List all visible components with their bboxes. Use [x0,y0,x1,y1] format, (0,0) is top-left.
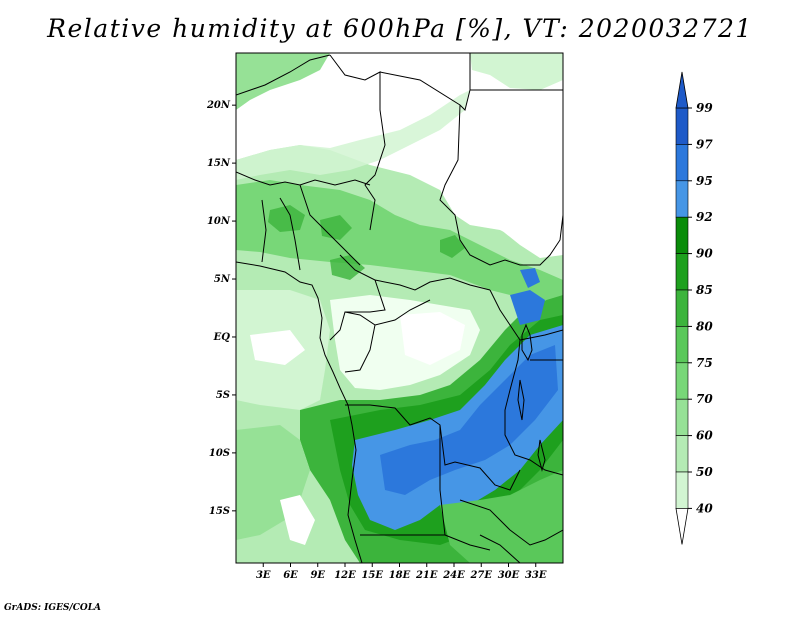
ocean-dry-patch [250,330,305,365]
colorbar-label: 95 [696,174,713,188]
colorbar-box [675,471,689,509]
lat-tick-label: 15N [207,158,231,169]
moist-patch-southeast [440,470,563,563]
colorbar-box [675,180,689,218]
humidity-field [236,53,563,563]
colorbar-box [675,398,689,436]
colorbar-label: 40 [696,501,713,515]
moist-spots-sahel [268,205,465,280]
dry-area-congo-core [400,312,465,365]
colorbar-box [675,362,689,400]
dry-area-east [445,140,563,258]
border-libya-egypt [379,53,563,111]
colorbar-label: 75 [696,356,713,370]
colorbar-box [675,107,689,145]
colorbar-label: 60 [696,429,713,443]
lake-outlines [517,323,546,472]
colorbar-label: 99 [696,101,713,115]
colorbar-box [675,216,689,254]
lon-tick-label: 3E [256,570,271,581]
lon-tick-label: 33E [525,570,547,581]
colorbar-label: 70 [696,392,713,406]
border-southeast [444,499,563,563]
lat-tick-label: 5S [216,390,230,401]
country-borders [236,53,563,563]
dry-patch-southwest [280,495,315,545]
lon-tick-label: 27E [469,570,492,581]
lat-tick-label: 20N [206,100,231,111]
lon-tick-label: 18E [389,570,411,581]
colorbar-label: 92 [696,210,713,224]
colorbar-label: 97 [696,137,713,151]
colorbar-box [675,253,689,291]
saturated-spots-east [510,268,545,325]
colorbar-box [675,144,689,182]
lat-tick-label: 10S [209,448,230,459]
border-east-africa [489,289,563,476]
moist-patch-northeast [470,53,563,90]
moist-band-sahara [236,90,470,180]
colorbar-box [675,435,689,473]
lon-tick-label: 9E [310,570,325,581]
lon-tick-label: 12E [334,570,356,581]
colorbar-arrow-top [675,71,689,109]
lon-tick-label: 6E [283,570,298,581]
moist-zone-sahel [236,180,563,300]
coastline [236,261,363,563]
lat-tick-label: 5N [214,274,231,285]
lat-axis: 20N 15N 10N 5N EQ 5S 10S 15S [206,100,236,517]
map-title: Relative humidity at 600hPa [%], VT: 202… [47,14,753,43]
colorbar-label: 50 [696,465,713,479]
border-angola-zambia [360,425,446,536]
border-drc [345,404,521,491]
lat-tick-label: EQ [213,332,231,343]
saturated-core [380,345,558,495]
lat-tick-label: 15S [209,506,230,517]
border-north [236,54,386,231]
colorbar-label: 85 [696,283,713,297]
colorbar-box [675,289,689,327]
moist-patch-north [236,53,330,110]
colorbar-label: 90 [696,247,713,261]
lon-tick-label: 15E [361,570,383,581]
lon-axis: 3E 6E 9E 12E 15E 18E 21E 24E 27E 30E 33E [256,563,547,581]
border-nigeria-cameroon [329,254,491,341]
credit-label: GrADS: IGES/COLA [4,603,102,613]
colorbar: 99 97 95 92 90 85 80 75 70 60 50 40 [675,71,713,545]
lon-tick-label: 30E [498,570,520,581]
lon-tick-label: 24E [442,570,465,581]
border-chad-sudan [439,104,563,266]
colorbar-box [675,326,689,364]
border-congo [344,299,431,373]
border-sahel-west [236,171,371,271]
colorbar-arrow-bottom [675,508,689,545]
lat-tick-label: 10N [207,216,231,227]
lon-tick-label: 21E [415,570,438,581]
colorbar-label: 80 [696,319,713,333]
